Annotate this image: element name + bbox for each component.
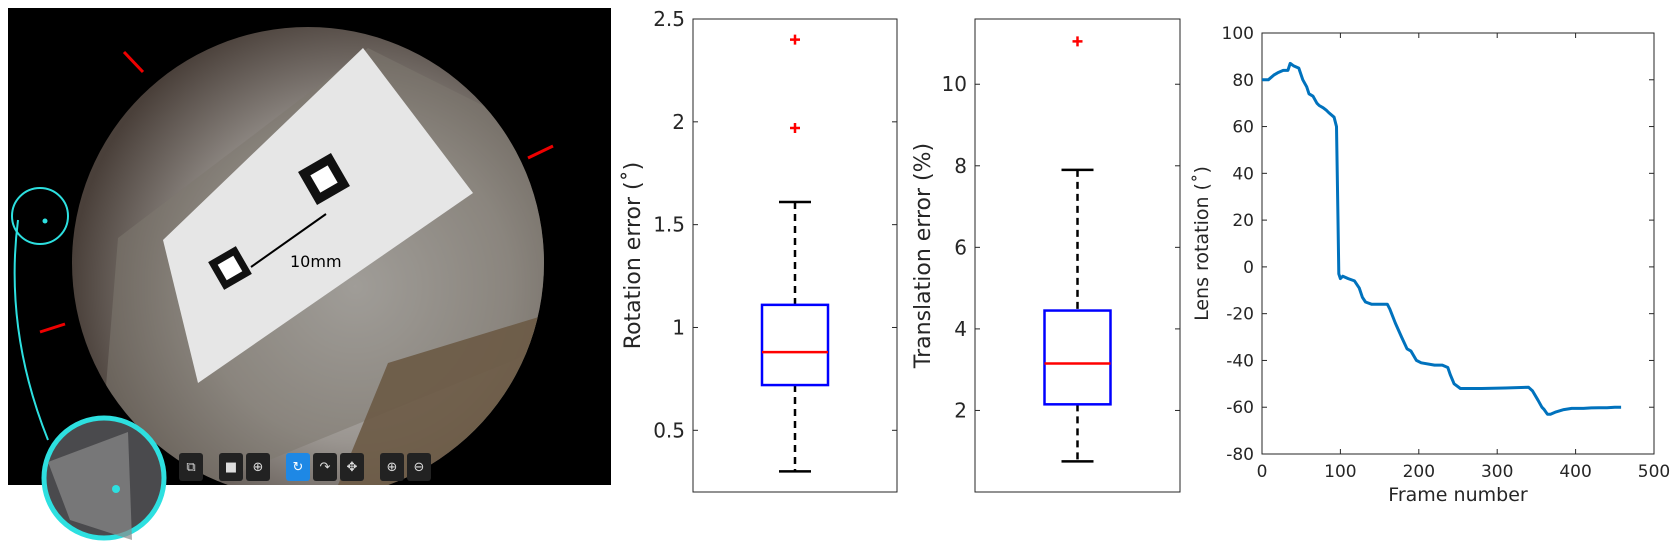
y-tick-label: 60 [1232,118,1254,138]
plot-frame [974,18,1181,493]
y-axis-label: Translation error (%) [911,143,936,369]
x-axis-label: Frame number [1388,484,1528,506]
endoscope-scene [39,27,554,485]
translation-error-boxplot: 2 4 6 8 10 Translation error (%) [911,18,1181,493]
outlier-marker [790,122,800,133]
move-icon[interactable]: ✥ [340,453,364,481]
callout-zoom-content [48,432,132,540]
camera-icon[interactable]: ■ [219,453,243,481]
y-tick-label: 4 [954,317,967,341]
x-tick-label: 0 [1257,462,1268,482]
iqr-box [760,303,830,387]
fov-tick-left [39,322,66,334]
iqr-box [1043,309,1112,406]
x-tick-label: 400 [1559,462,1591,482]
callout-connector [13,219,49,441]
y-axis-label: Rotation error (˚) [621,162,646,349]
lens-rotation-series [1262,61,1622,416]
y-tick-label: 2 [954,398,967,422]
y-axis-label: Lens rotation (˚) [1191,166,1213,321]
y-tick-label: 10 [942,72,967,96]
outlier-marker [1072,36,1083,47]
restore-windows-icon[interactable]: ⧉ [179,453,203,481]
endoscope-image: 10mm ⧉ ■ ⊕ ↻ ↷ ✥ ⊕ ⊖ [8,8,611,485]
x-tick-label: 100 [1324,462,1356,482]
y-tick-label: 80 [1232,71,1254,91]
outlier-marker [790,34,800,45]
paper-target [163,48,473,383]
y-tick-label: 20 [1232,211,1254,231]
lens-rotation-line-chart: -80 -60 -40 -20 0 20 40 60 80 100 0 100 200 300 400 500… [1191,24,1670,506]
marker-lower-inner [217,255,243,281]
plot-frame [1261,32,1655,455]
scale-bar [250,213,327,268]
y-tick-label: 6 [954,235,967,259]
x-tick-label: 500 [1638,462,1670,482]
callout-zoom-dot [112,485,120,493]
sync-icon[interactable]: ↻ [286,453,310,481]
fov-tick-right [527,144,554,160]
y-tick-label: 2.5 [653,7,685,31]
viewer-toolbar: ⧉ ■ ⊕ ↻ ↷ ✥ ⊕ ⊖ [179,452,431,482]
y-tick-label: -40 [1226,351,1254,371]
notch-callout [11,187,167,541]
callout-small-ring [11,187,69,245]
y-tick-label: 0 [1243,258,1254,278]
scale-bar-label: 10mm [290,252,342,271]
callout-small-dot [42,218,48,224]
y-tick-label: 8 [954,154,967,178]
plot-frame [692,18,898,493]
fov-tick-top [122,50,145,74]
y-tick-label: -60 [1226,398,1254,418]
zoom-in-icon[interactable]: ⊕ [380,453,404,481]
y-tick-label: -80 [1226,445,1254,465]
x-tick-label: 200 [1403,462,1435,482]
zoom-out-icon[interactable]: ⊖ [407,453,431,481]
crosshair-icon[interactable]: ⊕ [246,453,270,481]
y-tick-label: 1 [672,315,685,339]
y-tick-label: 100 [1222,24,1254,44]
y-tick-label: 1.5 [653,213,685,237]
rotation-error-boxplot: 0.5 1 1.5 2 2.5 Rotation error (˚) [621,7,898,493]
y-tick-label: 0.5 [653,418,685,442]
rotate-icon[interactable]: ↷ [313,453,337,481]
y-tick-label: 2 [672,110,685,134]
y-tick-label: 40 [1232,164,1254,184]
marker-upper-inner [310,165,338,193]
x-tick-label: 300 [1481,462,1513,482]
y-tick-label: -20 [1226,305,1254,325]
